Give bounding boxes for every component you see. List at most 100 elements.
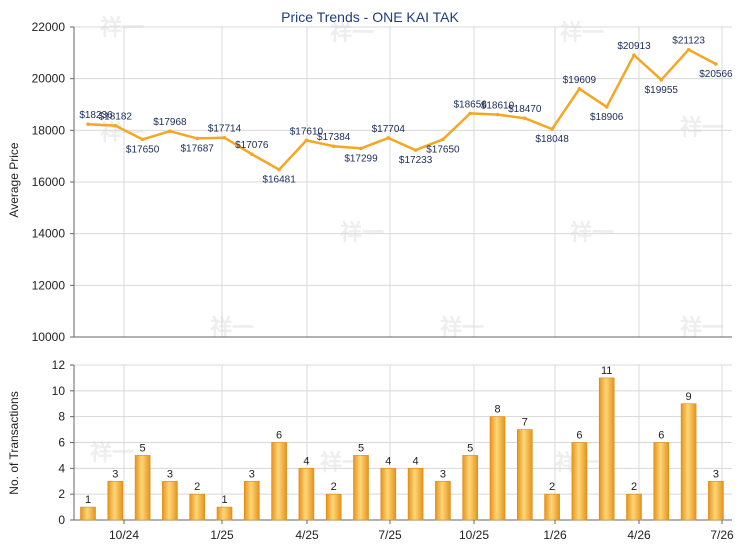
tx-bar-6 bbox=[244, 480, 260, 521]
tx-bar-label-3: 3 bbox=[167, 468, 173, 480]
price-point-9 bbox=[331, 144, 336, 149]
tx-bar-13 bbox=[435, 480, 451, 521]
transactions-x-ticks: 10/24 1/25 4/25 7/25 10/25 1/26 4/26 7/26 bbox=[109, 520, 734, 542]
price-label-0: $18236 bbox=[79, 110, 113, 121]
tx-x-tick-0: 10/24 bbox=[109, 528, 139, 542]
tx-bar-3 bbox=[162, 480, 178, 521]
price-label-11: $17704 bbox=[372, 124, 406, 135]
price-point-12 bbox=[413, 148, 418, 152]
watermark-layer: 祥一祥一祥一祥一祥一祥一祥一祥一祥一祥一祥一祥一祥一 bbox=[90, 15, 724, 476]
price-line bbox=[86, 47, 718, 172]
tx-bar-12 bbox=[407, 468, 424, 521]
price-point-6 bbox=[250, 152, 254, 157]
tx-bar-label-0: 1 bbox=[85, 494, 91, 506]
price-point-19 bbox=[604, 105, 609, 109]
tx-x-tick-4: 10/25 bbox=[459, 528, 489, 542]
tx-x-tick-2: 4/25 bbox=[295, 528, 319, 542]
price-y-ticks: 10000 12000 14000 16000 18000 20000 22000 bbox=[32, 20, 74, 344]
tx-bar-8 bbox=[298, 468, 315, 521]
transactions-y-ticks: 0 2 4 6 8 10 12 bbox=[52, 358, 74, 527]
tx-bar-label-6: 3 bbox=[249, 468, 255, 480]
tx-y-tick-3: 6 bbox=[58, 436, 65, 450]
tx-bar-9 bbox=[325, 493, 342, 521]
tx-x-tick-7: 7/26 bbox=[710, 528, 734, 542]
tx-bar-label-4: 2 bbox=[194, 481, 200, 493]
watermark-text-4: 祥一 bbox=[680, 115, 724, 141]
tx-bar-7 bbox=[271, 442, 287, 521]
tx-bar-label-15: 8 bbox=[494, 404, 500, 416]
price-label-6: $17076 bbox=[235, 140, 269, 151]
price-point-23 bbox=[714, 62, 718, 66]
price-label-15: $18610 bbox=[481, 101, 515, 112]
price-label-19: $18906 bbox=[590, 112, 624, 123]
tx-y-tick-0: 0 bbox=[58, 513, 65, 527]
tx-bar-label-10: 5 bbox=[358, 442, 364, 454]
tx-bar-0 bbox=[80, 506, 96, 521]
price-label-2: $17650 bbox=[126, 144, 160, 155]
tx-y-tick-6: 12 bbox=[52, 358, 66, 372]
price-y-tick-5: 20000 bbox=[32, 72, 66, 86]
price-label-12: $17233 bbox=[399, 155, 433, 166]
price-y-tick-6: 22000 bbox=[32, 20, 66, 34]
price-series-line bbox=[87, 48, 717, 171]
tx-bar-label-16: 7 bbox=[522, 417, 528, 429]
tx-bar-label-5: 1 bbox=[221, 494, 227, 506]
tx-bar-label-7: 6 bbox=[276, 430, 282, 442]
price-point-21 bbox=[659, 78, 664, 82]
tx-bar-label-21: 6 bbox=[658, 430, 664, 442]
tx-bar-2 bbox=[134, 455, 151, 521]
transactions-grid bbox=[74, 364, 732, 521]
tx-bar-label-12: 4 bbox=[413, 455, 419, 467]
transactions-bars bbox=[80, 377, 724, 521]
price-point-5 bbox=[222, 135, 227, 140]
price-y-axis-label: Average Price bbox=[7, 142, 21, 217]
price-y-tick-3: 16000 bbox=[32, 175, 66, 189]
transactions-bar-labels: 1 3 5 3 2 1 3 6 4 2 5 4 4 3 5 8 7 2 6 11 2 6 9 3 bbox=[85, 365, 719, 506]
price-point-17 bbox=[550, 127, 554, 131]
tx-bar-11 bbox=[380, 468, 397, 521]
price-grid bbox=[74, 26, 732, 338]
tx-bar-label-9: 2 bbox=[331, 481, 337, 493]
tx-bar-label-22: 9 bbox=[686, 391, 692, 403]
price-point-14 bbox=[468, 111, 473, 116]
tx-bar-label-17: 2 bbox=[549, 481, 555, 493]
price-label-7: $16481 bbox=[262, 175, 296, 186]
price-y-tick-0: 10000 bbox=[32, 330, 66, 344]
tx-bar-19 bbox=[598, 377, 615, 521]
watermark-text-5: 祥一 bbox=[340, 220, 384, 246]
tx-bar-20 bbox=[626, 493, 642, 521]
price-point-10 bbox=[359, 146, 363, 151]
tx-x-tick-1: 1/25 bbox=[210, 528, 234, 542]
transactions-y-axis-label: No. of Transactions bbox=[7, 391, 21, 494]
watermark-text-1: 祥一 bbox=[330, 20, 374, 46]
price-point-2 bbox=[140, 137, 145, 142]
price-label-22: $21123 bbox=[672, 36, 705, 47]
watermark-text-3: 祥一 bbox=[100, 120, 144, 146]
tx-x-tick-3: 7/25 bbox=[378, 528, 402, 542]
price-y-tick-2: 14000 bbox=[32, 227, 66, 241]
chart-title: Price Trends - ONE KAI TAK bbox=[281, 9, 459, 25]
price-label-10: $17299 bbox=[344, 153, 378, 164]
tx-bar-4 bbox=[189, 493, 205, 521]
price-label-1: $18182 bbox=[99, 112, 133, 123]
price-label-21: $19955 bbox=[645, 85, 679, 96]
price-point-13 bbox=[441, 137, 445, 142]
tx-bar-14 bbox=[462, 455, 479, 521]
tx-bar-23 bbox=[708, 480, 724, 521]
tx-bar-15 bbox=[489, 416, 506, 521]
tx-x-tick-5: 1/26 bbox=[543, 528, 567, 542]
price-point-18 bbox=[577, 86, 582, 91]
tx-bar-label-20: 2 bbox=[631, 481, 637, 493]
tx-bar-label-8: 4 bbox=[303, 455, 309, 467]
price-point-15 bbox=[495, 112, 500, 117]
tx-bar-16 bbox=[516, 429, 533, 521]
tx-bar-17 bbox=[544, 493, 560, 521]
price-label-4: $17687 bbox=[181, 143, 215, 154]
watermark-text-2: 祥一 bbox=[560, 20, 604, 46]
tx-bar-10 bbox=[353, 455, 369, 521]
price-label-5: $17714 bbox=[208, 124, 242, 135]
price-point-7 bbox=[277, 167, 281, 172]
watermark-text-6: 祥一 bbox=[570, 220, 614, 246]
price-label-14: $18656 bbox=[454, 99, 488, 110]
price-point-0 bbox=[86, 122, 90, 127]
